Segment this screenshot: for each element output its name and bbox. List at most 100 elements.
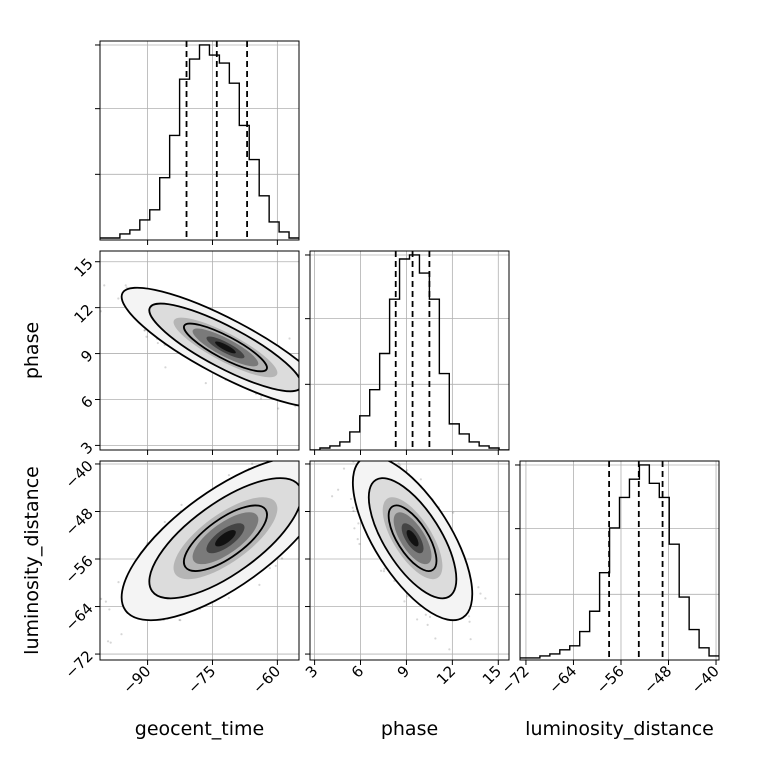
scatter-point <box>143 329 146 332</box>
scatter-point <box>300 487 302 489</box>
density-level <box>215 530 236 547</box>
scatter-point <box>108 608 111 611</box>
scatter-point <box>109 641 112 644</box>
scatter-point <box>331 495 334 498</box>
scatter-point <box>332 407 334 409</box>
scatter-point <box>320 477 322 479</box>
x-axis-label-phase: phase <box>381 718 438 740</box>
scatter-point <box>467 615 471 618</box>
scatter-point <box>310 391 312 393</box>
contour-line <box>367 477 458 600</box>
contour-line <box>120 286 299 409</box>
histogram-phase <box>310 254 509 450</box>
histogram-luminosity_distance <box>520 464 719 659</box>
scatter-point <box>428 615 432 619</box>
scatter-point <box>356 538 359 541</box>
x-tick-label: −75 <box>184 662 219 697</box>
scatter-point <box>117 581 120 584</box>
scatter-point <box>301 374 303 376</box>
scatter-point <box>344 437 346 439</box>
scatter-point <box>319 498 321 500</box>
scatter-point <box>301 454 303 456</box>
y-tick-label: 6 <box>77 392 96 411</box>
panel-phase-vs-luminosity_distance: 3 6 9 12 15 <box>302 437 510 688</box>
contour-line <box>183 504 268 572</box>
grid <box>520 461 719 660</box>
scatter-point <box>312 397 314 399</box>
scatter-point <box>349 497 353 501</box>
scatter-point <box>104 600 108 603</box>
scatter-point <box>311 500 313 502</box>
x-tick-label: 12 <box>433 662 459 688</box>
y-tick-label: 9 <box>77 346 96 365</box>
scatter-point <box>299 360 301 362</box>
x-tick-label: −90 <box>119 662 154 697</box>
scatter-point <box>326 473 328 475</box>
scatter-point <box>311 385 313 387</box>
scatter-point <box>164 366 167 369</box>
y-axis-label-luminosity_distance: luminosity_distance <box>21 466 43 655</box>
scatter-point <box>406 469 409 472</box>
scatter-point <box>403 600 406 603</box>
scatter-point <box>321 476 323 478</box>
scatter-point <box>397 462 400 465</box>
x-tick-label: −56 <box>593 662 628 697</box>
panel-frame <box>519 460 720 661</box>
scatter-point <box>68 264 70 266</box>
scatter-point <box>304 366 306 368</box>
scatter-point <box>305 380 307 382</box>
scatter-point <box>468 620 471 623</box>
density-level <box>215 341 236 354</box>
scatter-point <box>337 404 339 406</box>
scatter-point <box>268 567 271 570</box>
scatter-point <box>341 405 343 407</box>
scatter-point <box>424 613 427 616</box>
scatter-point <box>179 619 182 622</box>
scatter-point <box>352 509 355 512</box>
scatter-point <box>307 505 309 507</box>
scatter-point <box>416 618 419 621</box>
scatter-point <box>300 375 302 377</box>
x-tick-label: −48 <box>640 662 675 697</box>
scatter-point <box>434 637 437 640</box>
scatter-point <box>156 341 159 345</box>
x-tick-label: −64 <box>545 662 580 697</box>
scatter-point <box>227 596 230 599</box>
panel-geocent_time-vs-phase: 3 6 9 12 15 <box>68 250 343 458</box>
scatter-point <box>336 476 338 478</box>
scatter-point <box>301 492 303 494</box>
scatter-point <box>283 451 285 453</box>
density-geocent_time-luminosity_distance <box>100 450 338 644</box>
x-tick-label: −72 <box>498 662 533 697</box>
scatter-point <box>316 473 318 475</box>
scatter-point <box>180 503 183 506</box>
scatter-point <box>426 623 429 626</box>
scatter-point <box>311 472 313 474</box>
scatter-point <box>311 389 313 391</box>
scatter-point <box>305 450 307 452</box>
scatter-point <box>306 499 308 501</box>
scatter-point <box>204 382 207 385</box>
scatter-point <box>452 511 455 514</box>
panel-frame <box>99 250 300 451</box>
y-tick-label: −64 <box>62 599 97 634</box>
scatter-point <box>419 478 422 481</box>
scatter-point <box>143 329 146 332</box>
scatter-point <box>342 467 346 470</box>
contour-line <box>148 302 299 393</box>
scatter-point <box>315 492 317 494</box>
scatter-point <box>382 570 386 573</box>
scatter-point <box>288 337 291 340</box>
scatter-point <box>302 471 304 473</box>
scatter-point <box>124 284 127 287</box>
scatter-point <box>305 553 307 555</box>
grid <box>310 251 509 450</box>
scatter-point <box>479 592 482 595</box>
scatter-point <box>368 444 370 446</box>
scatter-point <box>106 640 110 643</box>
y-tick-label: 3 <box>77 438 96 457</box>
scatter-point <box>145 335 148 338</box>
scatter-point <box>379 569 383 572</box>
scatter-point <box>317 473 319 475</box>
y-axis-label-phase: phase <box>21 322 43 379</box>
